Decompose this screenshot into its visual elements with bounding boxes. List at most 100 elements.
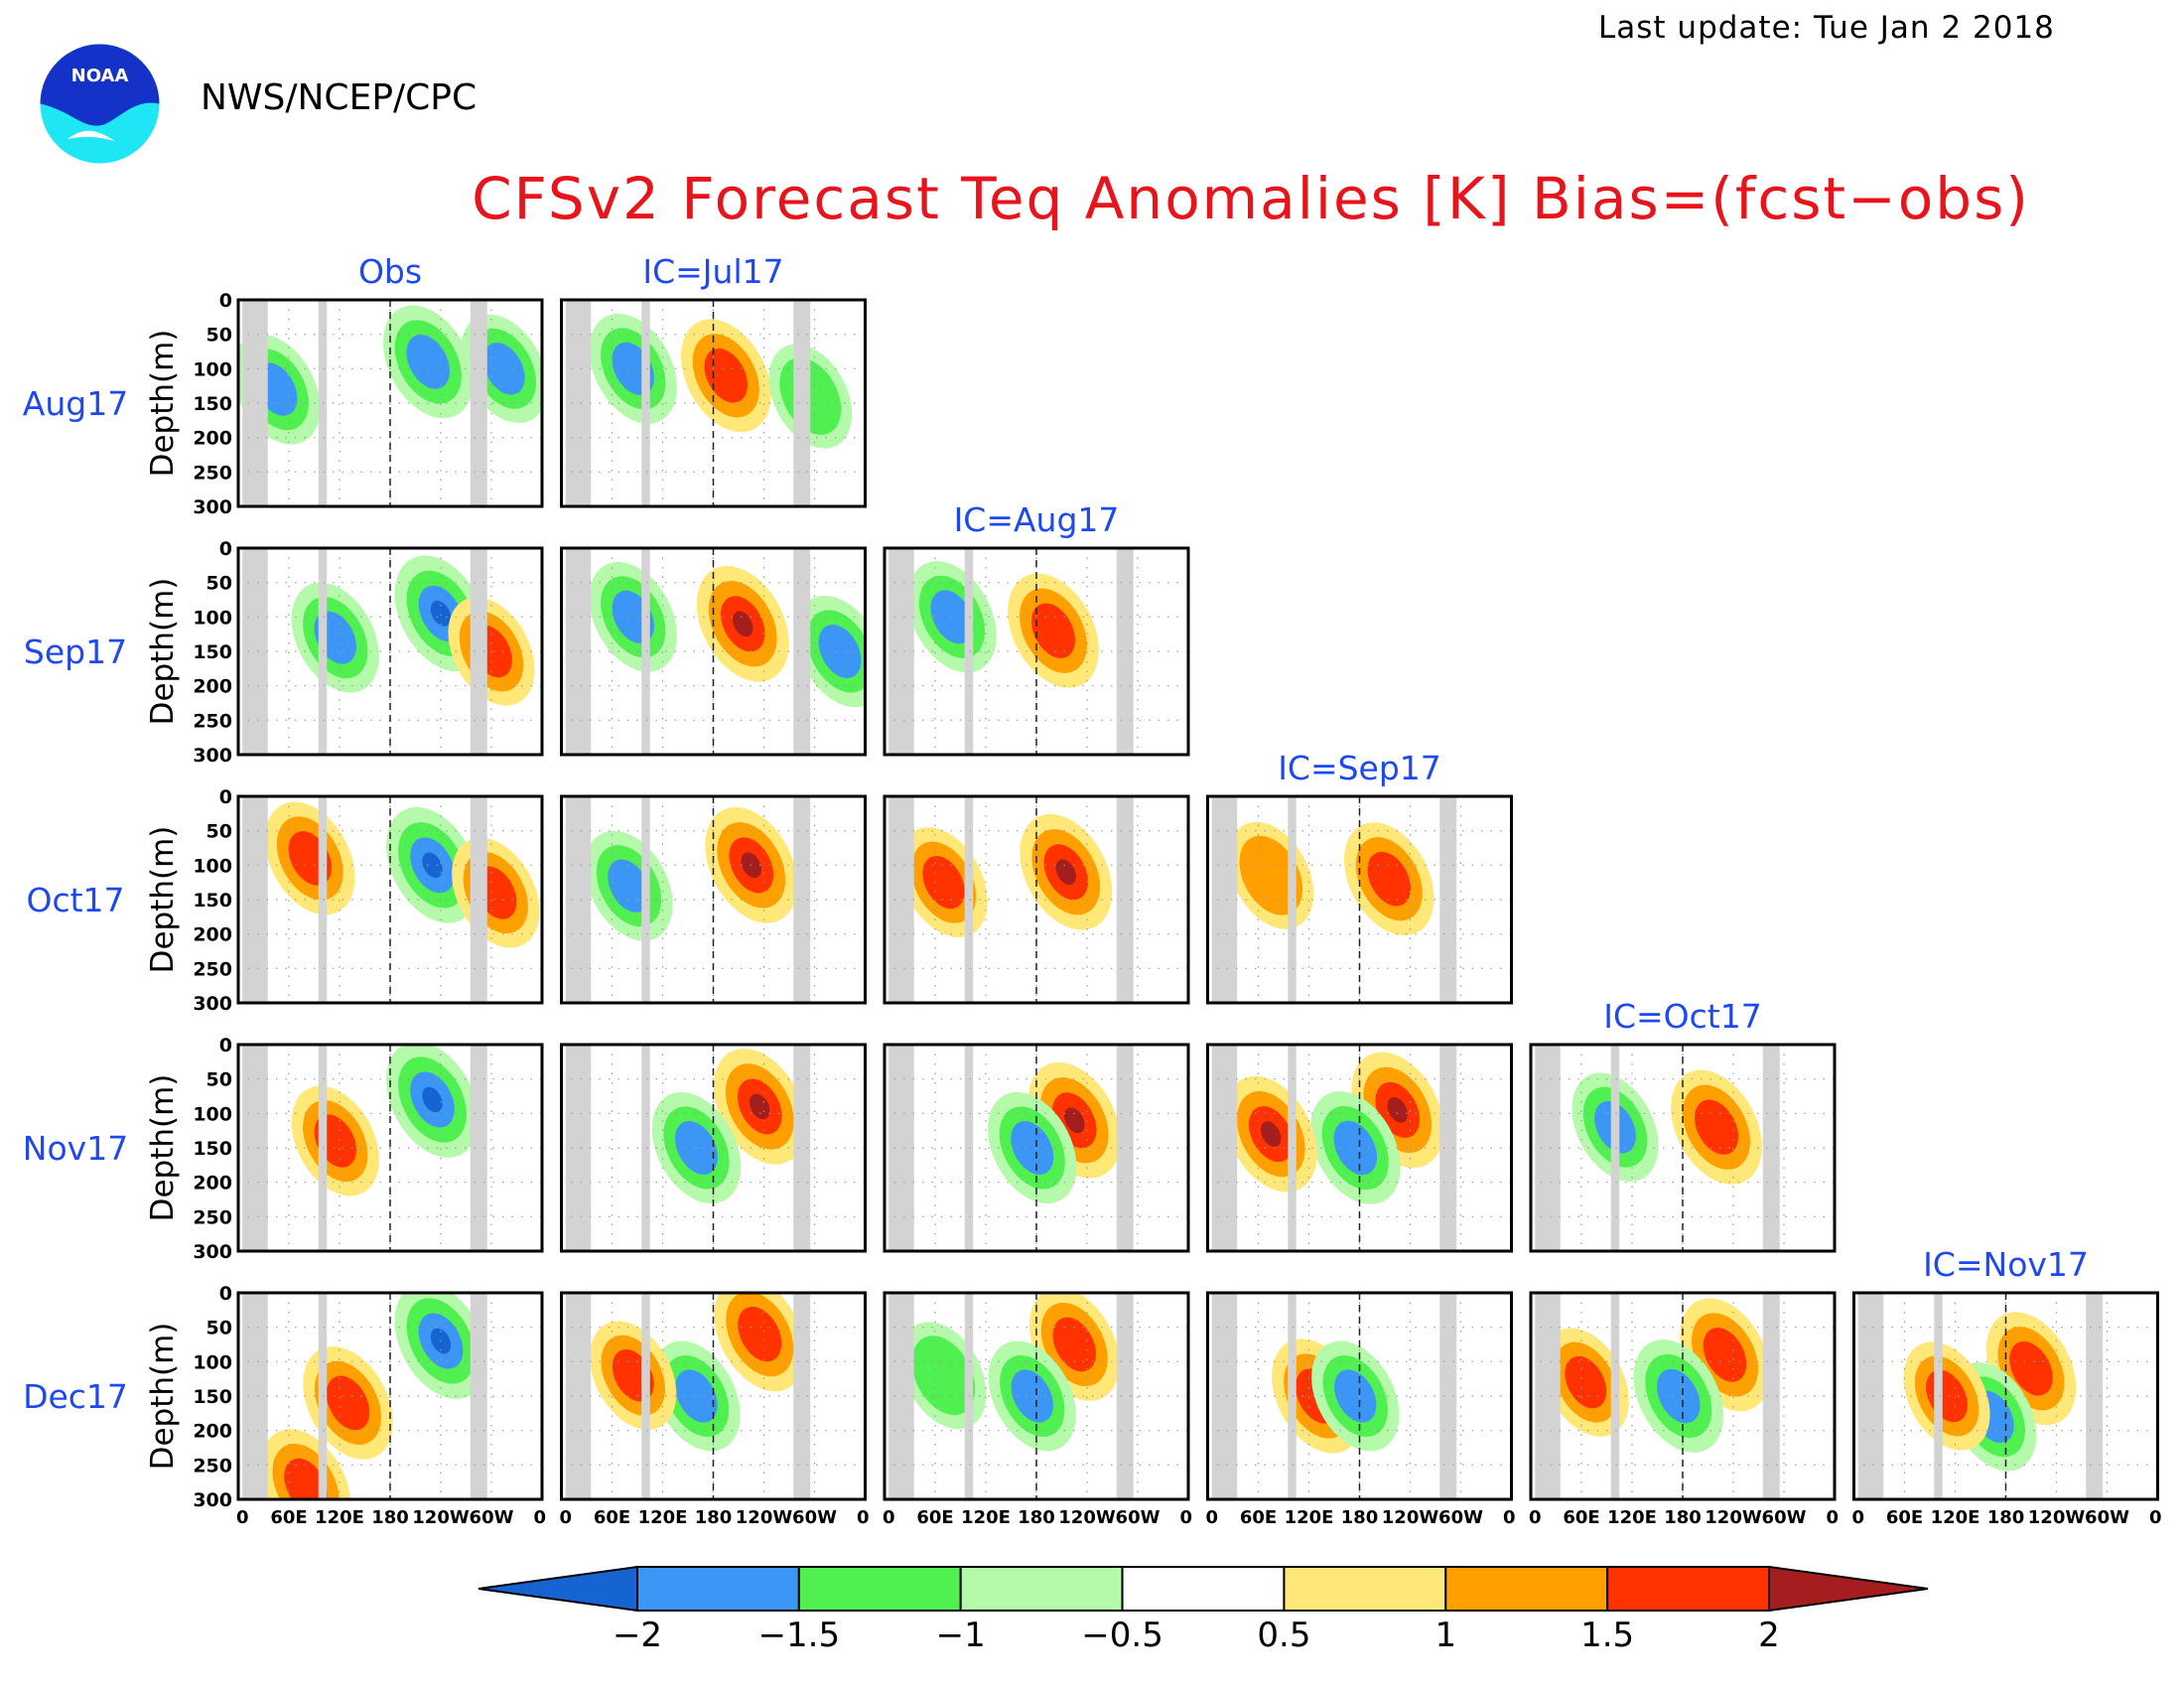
heatmap-panel [236, 546, 544, 757]
land-mask [470, 1045, 487, 1251]
land-mask [1116, 548, 1134, 755]
land-mask [565, 300, 592, 506]
anomaly-contour [1703, 1328, 1747, 1382]
row-label: Nov17 [23, 1129, 128, 1168]
x-tick-label: 0 [857, 1507, 870, 1528]
land-mask [1857, 1293, 1884, 1499]
land-mask [1535, 1293, 1561, 1499]
x-tick-label: 180 [1341, 1507, 1379, 1528]
anomaly-contour [422, 1086, 443, 1113]
y-tick-label: 0 [219, 538, 232, 560]
anomaly-contour [1565, 1355, 1607, 1409]
land-mask [641, 548, 650, 755]
column-label: IC=Oct17 [1603, 997, 1761, 1036]
anomaly-contour [675, 1121, 718, 1175]
y-tick-label: 200 [193, 1173, 232, 1195]
logo-text: NOAA [71, 66, 129, 86]
anomaly-contour [922, 856, 965, 910]
x-tick-label: 120W [1058, 1507, 1116, 1528]
y-tick-label: 300 [193, 1489, 232, 1511]
heatmap-panel [560, 794, 867, 1005]
land-mask [1288, 1293, 1297, 1499]
land-mask [1762, 1293, 1780, 1499]
y-tick-label: 250 [193, 958, 232, 980]
anomaly-contour [1261, 1121, 1282, 1147]
x-tick-label: 120W [412, 1507, 470, 1528]
y-tick-label: 200 [193, 924, 232, 946]
heatmap-panel [560, 546, 867, 757]
colorbar-label: 1 [1434, 1616, 1456, 1655]
panel-frame [560, 1043, 867, 1253]
noaa-logo: NOAA [38, 42, 162, 166]
anomaly-contour [1334, 1369, 1377, 1423]
colorbar-label: −2 [613, 1616, 662, 1655]
land-mask [1439, 1293, 1457, 1499]
anomaly-contour [738, 1306, 782, 1362]
land-mask [793, 1045, 811, 1251]
land-mask [793, 548, 811, 755]
land-mask [470, 300, 487, 506]
y-tick-label: 0 [219, 290, 232, 312]
anomaly-contour [422, 852, 443, 879]
x-tick-label: 60W [470, 1507, 514, 1528]
x-tick-label: 180 [1664, 1507, 1702, 1528]
y-tick-label: 200 [193, 428, 232, 450]
land-mask [1610, 1293, 1620, 1499]
heatmap-panel [236, 298, 544, 508]
land-mask [1116, 1045, 1134, 1251]
x-tick-label: 60W [1438, 1507, 1483, 1528]
colorbar-label: 2 [1758, 1616, 1780, 1655]
y-tick-label: 300 [193, 993, 232, 1015]
y-tick-label: 100 [193, 1103, 232, 1125]
heatmap-panel [236, 794, 544, 1005]
x-tick-label: 60W [792, 1507, 837, 1528]
land-mask [641, 796, 650, 1003]
y-tick-label: 100 [193, 855, 232, 877]
x-tick-label: 180 [1987, 1507, 2025, 1528]
x-tick-label: 60W [1116, 1507, 1160, 1528]
heatmap-panel [883, 1043, 1190, 1253]
land-mask [1211, 796, 1238, 1003]
panel-frame [560, 794, 867, 1005]
y-tick-label: 150 [193, 393, 232, 415]
y-tick-label: 300 [193, 496, 232, 518]
land-mask [318, 1293, 328, 1499]
colorbar-label: 0.5 [1257, 1616, 1310, 1655]
y-axis-label: Depth(m) [145, 826, 181, 974]
x-tick-label: 0 [1852, 1507, 1865, 1528]
heatmap-panel [1206, 1291, 1513, 1501]
panel-frame [560, 298, 867, 508]
land-mask [888, 1293, 914, 1499]
anomaly-contour [482, 343, 525, 395]
land-mask [242, 1045, 268, 1251]
anomaly-contour [704, 348, 748, 403]
anomaly-contour [326, 1375, 370, 1431]
x-tick-label: 60E [1240, 1507, 1277, 1528]
heatmap-panel [1206, 794, 1513, 1005]
heatmap-panel [1852, 1291, 2159, 1501]
colorbar-extension-low [478, 1565, 638, 1613]
panel-frame [1206, 1291, 1513, 1501]
panel-frame [1206, 1043, 1513, 1253]
heatmap-panel [883, 794, 1190, 1005]
row-label: Aug17 [23, 384, 128, 423]
column-label: Obs [358, 252, 422, 291]
anomaly-contour [911, 1336, 976, 1416]
heatmap-panel [883, 1291, 1190, 1501]
land-mask [1211, 1045, 1238, 1251]
anomaly-contour [1239, 835, 1303, 915]
panel-frame [236, 1291, 544, 1501]
land-mask [318, 1045, 328, 1251]
land-mask [1116, 796, 1134, 1003]
land-mask [888, 1045, 914, 1251]
column-label: IC=Jul17 [642, 252, 783, 291]
panel-frame [236, 298, 544, 508]
land-mask [242, 548, 268, 755]
anomaly-contour [1052, 1317, 1096, 1372]
y-tick-label: 250 [193, 710, 232, 732]
y-tick-label: 200 [193, 1421, 232, 1443]
land-mask [1116, 1293, 1134, 1499]
last-update-text: Last update: Tue Jan 2 2018 [1598, 10, 2055, 46]
colorbar-segment [1283, 1566, 1447, 1612]
